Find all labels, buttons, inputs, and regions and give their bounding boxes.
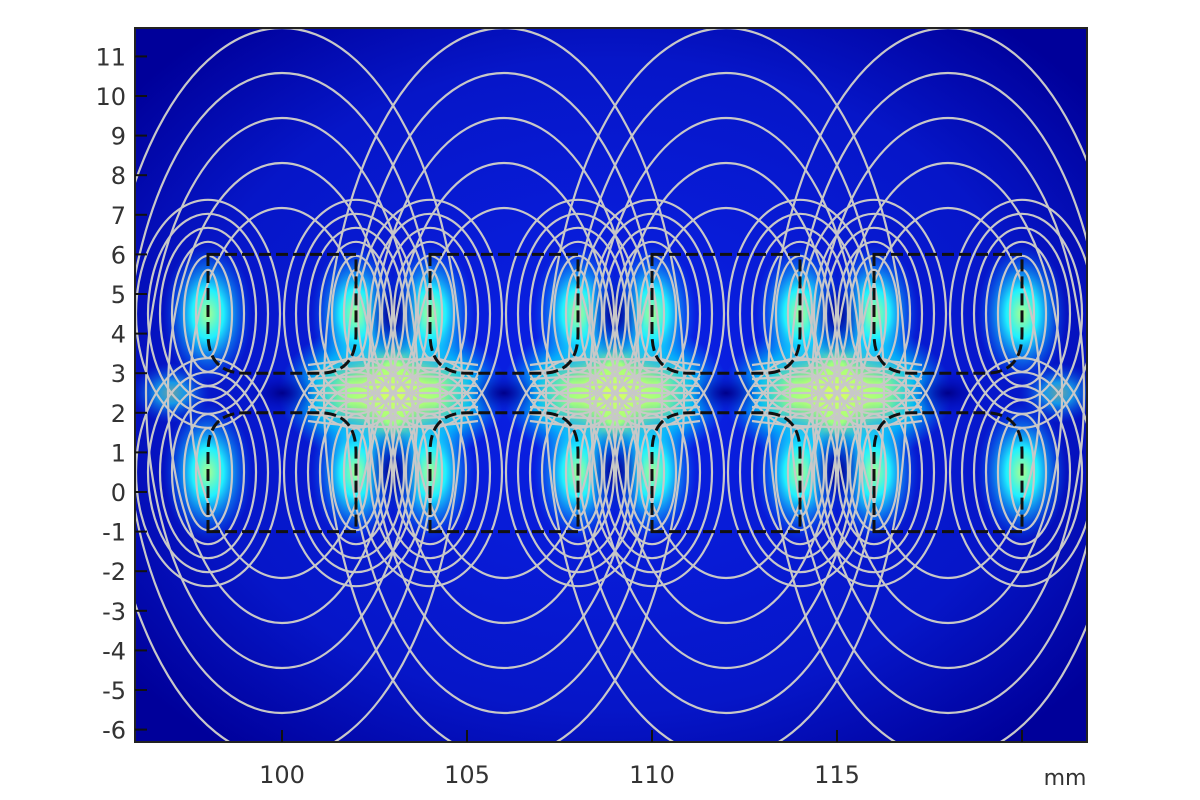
field-line <box>751 357 923 367</box>
field-line <box>307 366 479 374</box>
field-line <box>984 399 1060 546</box>
field-line <box>529 374 701 381</box>
field-line <box>529 383 701 388</box>
field-line <box>751 419 923 429</box>
y-tick-label: 2 <box>111 400 126 428</box>
field-line <box>307 412 479 420</box>
field-line <box>528 385 628 560</box>
field-line <box>751 405 923 412</box>
field-line <box>529 405 701 412</box>
y-tick-label: 8 <box>111 162 126 190</box>
field-line <box>751 374 923 381</box>
x-tick-label: 115 <box>814 761 860 789</box>
field-line <box>294 371 418 574</box>
field-line <box>590 371 714 574</box>
field-line <box>529 357 701 367</box>
field-null-point <box>908 371 988 415</box>
field-line <box>751 398 923 403</box>
field-line <box>751 383 923 388</box>
field-line <box>504 357 652 588</box>
y-tick-label: 5 <box>111 281 126 309</box>
y-tick-label: -3 <box>102 598 126 626</box>
field-line <box>356 357 504 588</box>
y-tick-label: -2 <box>102 558 126 586</box>
field-line <box>960 371 1084 574</box>
magnet-outline <box>206 252 358 375</box>
y-tick-label: -6 <box>102 717 126 745</box>
y-tick-label: -4 <box>102 637 126 665</box>
field-line <box>529 419 701 429</box>
field-line <box>529 398 701 403</box>
field-line <box>307 419 479 429</box>
field-line <box>800 357 948 588</box>
field-line <box>750 385 850 560</box>
magnet-outline <box>872 252 1024 375</box>
field-line <box>824 385 924 560</box>
field-line <box>158 385 258 560</box>
field-null-point <box>464 371 544 415</box>
field-line <box>726 357 874 588</box>
field-line <box>416 427 444 518</box>
magnet-outline <box>428 252 580 375</box>
field-line <box>751 412 923 420</box>
field-line <box>282 357 430 588</box>
field-line <box>602 385 702 560</box>
field-line <box>578 357 726 588</box>
field-line <box>738 371 862 574</box>
y-tick-label: 9 <box>111 123 126 151</box>
field-null-point <box>242 371 322 415</box>
y-tick-label: 11 <box>95 43 126 71</box>
field-line <box>529 412 701 420</box>
x-tick-label: 100 <box>259 761 305 789</box>
field-line <box>146 371 270 574</box>
field-line <box>307 374 479 381</box>
magnet-outline <box>872 411 1024 534</box>
unit-label: mm <box>1044 766 1087 791</box>
field-line <box>516 371 640 574</box>
y-tick-label: -5 <box>102 677 126 705</box>
field-line <box>170 399 246 546</box>
magnet-outline <box>650 252 802 375</box>
field-line <box>368 371 492 574</box>
field-line <box>638 427 666 518</box>
field-line <box>972 385 1072 560</box>
field-line <box>529 366 701 374</box>
y-tick-label: 3 <box>111 360 126 388</box>
field-line <box>307 405 479 412</box>
magnet-outline <box>650 411 802 534</box>
y-tick-label: -1 <box>102 519 126 547</box>
field-line <box>307 398 479 403</box>
x-tick-label: 110 <box>629 761 675 789</box>
field-line <box>380 385 480 560</box>
field-line <box>307 383 479 388</box>
y-tick-label: 10 <box>95 83 126 111</box>
y-tick-label: 4 <box>111 321 126 349</box>
field-line <box>307 357 479 367</box>
plot-frame <box>134 27 1088 743</box>
y-tick-label: 0 <box>111 479 126 507</box>
field-null-point <box>686 371 766 415</box>
y-tick-label: 6 <box>111 241 126 269</box>
y-tick-label: 1 <box>111 439 126 467</box>
field-line <box>948 357 1087 588</box>
y-tick-label: 7 <box>111 202 126 230</box>
x-tick-label: 105 <box>444 761 490 789</box>
field-line <box>306 385 406 560</box>
magnet-outline <box>428 411 580 534</box>
field-line <box>751 366 923 374</box>
magnet-outline <box>206 411 358 534</box>
field-glow-edge <box>1019 363 1087 423</box>
field-line <box>860 427 888 518</box>
field-line <box>812 371 936 574</box>
field-line <box>194 427 222 518</box>
